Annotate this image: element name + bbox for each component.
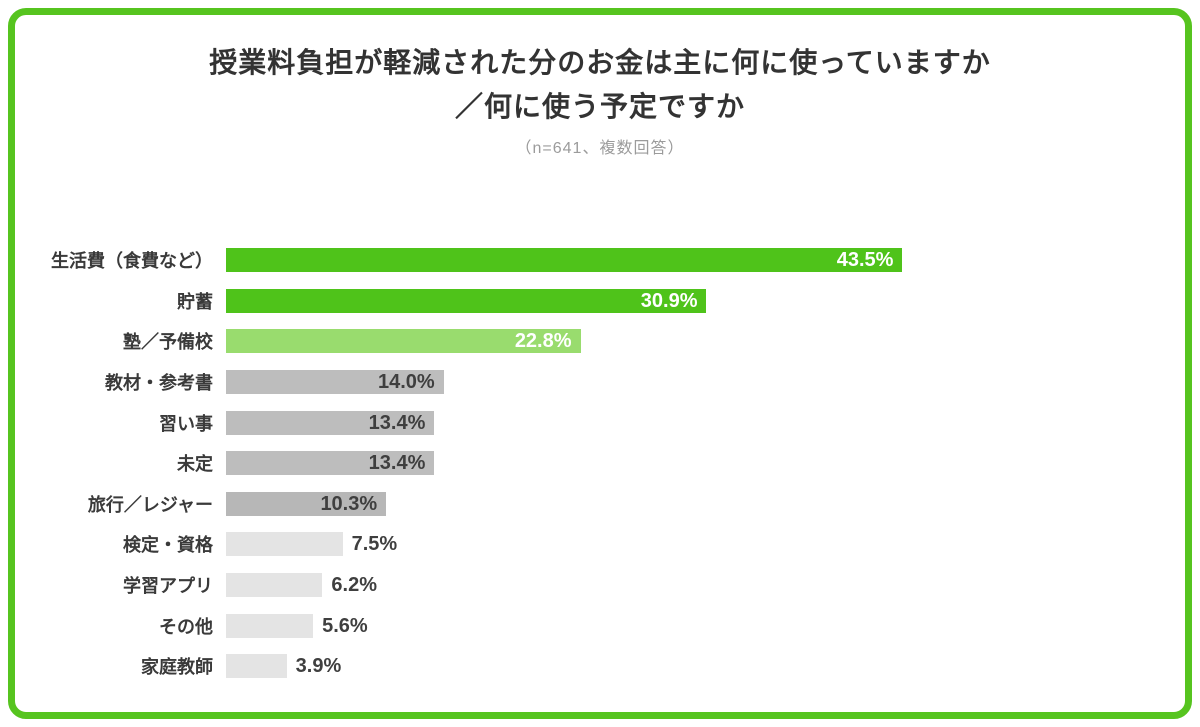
chart-row: 生活費（食費など） 43.5%	[15, 240, 1185, 281]
category-label: 旅行／レジャー	[87, 494, 213, 515]
green-border-frame: 授業料負担が軽減された分のお金は主に何に使っていますか ／何に使う予定ですか （n…	[8, 8, 1192, 719]
value-label: 13.4%	[368, 452, 426, 475]
category-label: 貯蓄	[177, 291, 213, 312]
category-label: 生活費（食費など）	[51, 251, 213, 272]
bar: 13.4%	[226, 410, 435, 435]
chart-subtitle: （n=641、複数回答）	[515, 140, 685, 157]
chart-title-line1: 授業料負担が軽減された分のお金は主に何に使っていますか	[209, 47, 991, 78]
category-label: 習い事	[159, 413, 213, 434]
category-label: 教材・参考書	[105, 373, 213, 394]
value-label: 43.5%	[836, 249, 894, 272]
chart-row: 塾／予備校 22.8%	[15, 321, 1185, 362]
chart-row: 検定・資格 7.5%	[15, 524, 1185, 565]
chart-row: 習い事 13.4%	[15, 402, 1185, 443]
bar	[226, 532, 343, 557]
bar-track: 30.9%	[226, 288, 1185, 313]
category-label: 家庭教師	[141, 657, 213, 678]
bar-track: 43.5%	[226, 248, 1185, 273]
chart-title: 授業料負担が軽減された分のお金は主に何に使っていますか ／何に使う予定ですか	[15, 41, 1185, 129]
category-label: 塾／予備校	[123, 332, 213, 353]
value-label: 6.2%	[331, 574, 377, 597]
bar-track: 10.3%	[226, 491, 1185, 516]
bar	[226, 613, 314, 638]
category-label: その他	[159, 616, 213, 637]
bar: 30.9%	[226, 288, 707, 313]
bar-track: 3.9%	[226, 654, 1185, 679]
value-label: 30.9%	[640, 289, 698, 312]
chart-row: 旅行／レジャー 10.3%	[15, 484, 1185, 525]
bar-track: 7.5%	[226, 532, 1185, 557]
value-label: 10.3%	[320, 492, 378, 515]
chart-row: その他 5.6%	[15, 605, 1185, 646]
chart-row: 未定 13.4%	[15, 443, 1185, 484]
chart-row: 教材・参考書 14.0%	[15, 362, 1185, 403]
bar	[226, 573, 323, 598]
bar: 22.8%	[226, 329, 581, 354]
bar-chart: 生活費（食費など） 43.5% 貯蓄 30.9% 塾／予備校 22.8% 教材・参考書 14.…	[15, 240, 1185, 687]
category-label: 未定	[177, 454, 213, 475]
bar: 13.4%	[226, 451, 435, 476]
bar-track: 13.4%	[226, 451, 1185, 476]
chart-row: 学習アプリ 6.2%	[15, 565, 1185, 606]
bar-track: 22.8%	[226, 329, 1185, 354]
bar: 14.0%	[226, 370, 444, 395]
bar-track: 6.2%	[226, 573, 1185, 598]
value-label: 22.8%	[514, 330, 572, 353]
bar-track: 14.0%	[226, 370, 1185, 395]
category-label: 検定・資格	[123, 535, 213, 556]
bar	[226, 654, 287, 679]
value-label: 14.0%	[377, 371, 435, 394]
chart-row: 貯蓄 30.9%	[15, 281, 1185, 322]
value-label: 7.5%	[351, 533, 398, 556]
bar-track: 5.6%	[226, 613, 1185, 638]
bar: 10.3%	[226, 491, 387, 516]
value-label: 3.9%	[295, 655, 342, 678]
chart-header: 授業料負担が軽減された分のお金は主に何に使っていますか ／何に使う予定ですか （n…	[15, 15, 1185, 158]
value-label: 5.6%	[322, 614, 368, 637]
value-label: 13.4%	[368, 411, 426, 434]
category-label: 学習アプリ	[123, 576, 213, 597]
bar-track: 13.4%	[226, 410, 1185, 435]
chart-title-line2: ／何に使う予定ですか	[454, 91, 745, 122]
chart-row: 家庭教師 3.9%	[15, 646, 1185, 687]
bar: 43.5%	[226, 248, 903, 273]
